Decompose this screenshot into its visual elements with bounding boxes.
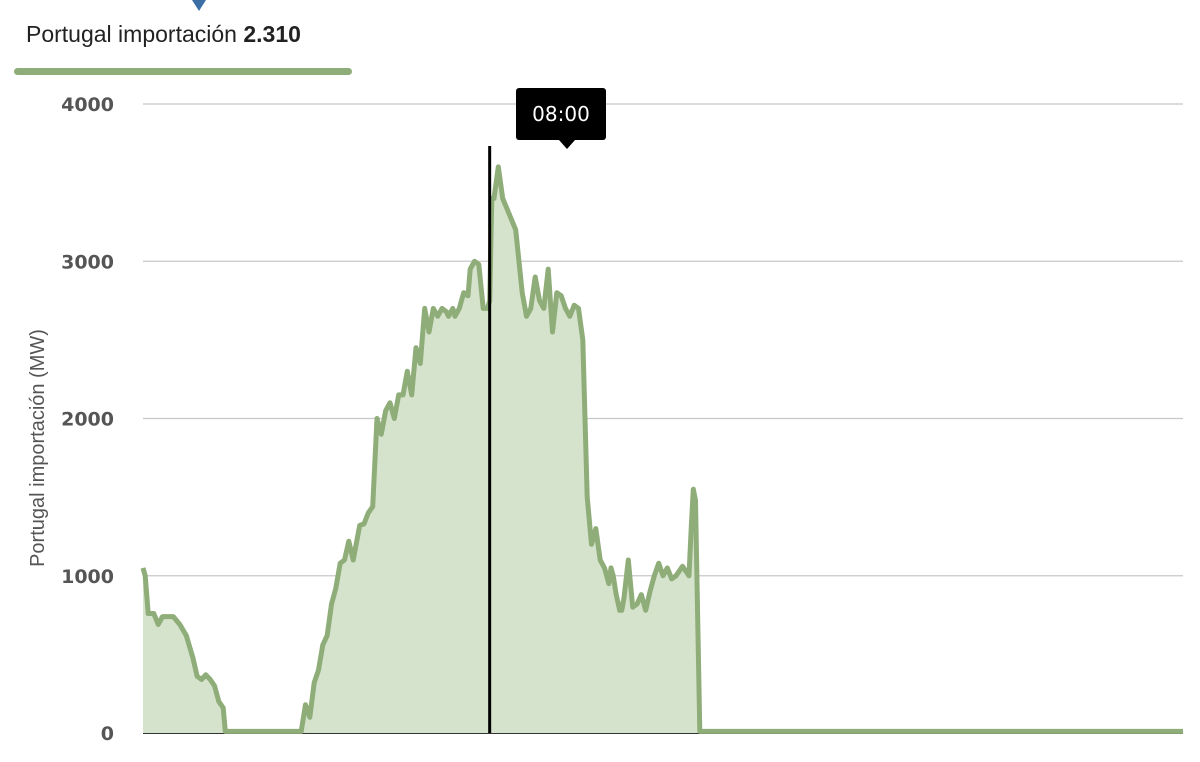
legend-item[interactable]: Portugal importación 2.310: [14, 0, 354, 80]
y-tick-label-2000: 2000: [61, 409, 114, 431]
y-axis-title: Portugal importación (MW): [27, 329, 49, 567]
tooltip-box: [516, 88, 606, 140]
series-line: [140, 164, 1183, 734]
y-tick-label-0: 0: [101, 723, 114, 745]
y-tick-label-3000: 3000: [61, 251, 114, 273]
y-axis-ticks: 0 1000 2000 3000 4000: [61, 94, 114, 745]
y-tick-label-4000: 4000: [61, 94, 114, 116]
legend-caret-icon: [192, 0, 206, 11]
legend-label: Portugal importación 2.310: [26, 21, 301, 48]
series-area-fill: [143, 166, 1183, 733]
tooltip-pointer: [559, 140, 575, 149]
y-tick-label-1000: 1000: [61, 566, 114, 588]
legend-current-value: 2.310: [243, 21, 301, 47]
legend-color-bar: [14, 68, 352, 75]
tooltip-time: 08:00: [532, 102, 590, 126]
legend-series-name: Portugal importación: [26, 21, 237, 47]
tooltip: 08:00: [516, 88, 606, 149]
